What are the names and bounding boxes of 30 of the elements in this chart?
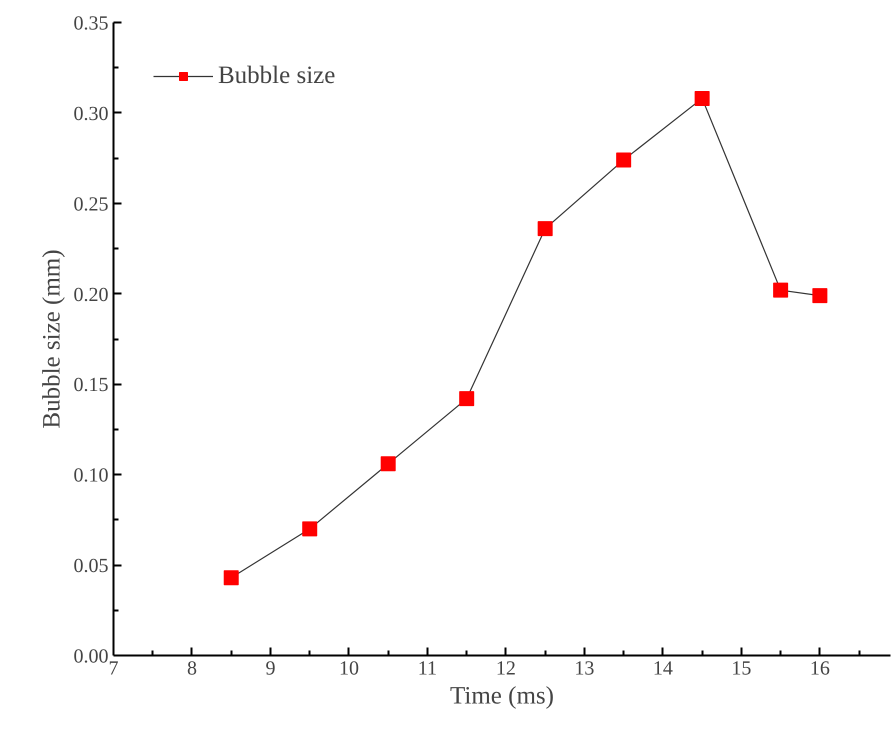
legend-label: Bubble size — [218, 62, 336, 90]
y-tick-label: 0.35 — [74, 12, 108, 34]
x-tick-label: 12 — [496, 658, 516, 680]
x-tick-label: 9 — [265, 658, 276, 680]
x-axis-title: Time (ms) — [450, 682, 554, 710]
x-tick-label: 16 — [810, 658, 830, 680]
x-tick-label: 8 — [186, 658, 197, 680]
point — [616, 152, 632, 168]
x-tick-label: 11 — [418, 658, 438, 680]
y-tick-label: 0.30 — [74, 102, 108, 125]
y-tick-label: 0.20 — [74, 284, 108, 306]
point — [694, 90, 710, 106]
y-tick-label: 0.15 — [74, 374, 108, 396]
x-tick-label: 15 — [731, 658, 752, 680]
point — [538, 221, 553, 236]
point — [812, 288, 828, 304]
y-tick-label: 0.00 — [74, 646, 108, 668]
point — [380, 456, 396, 472]
x-tick-label: 13 — [574, 658, 594, 680]
y-tick-label: 0.05 — [74, 555, 108, 578]
x-tick-label: 10 — [338, 658, 359, 680]
point — [302, 521, 318, 536]
y-tick-label: 0.25 — [74, 193, 108, 216]
y-tick-label: 0.10 — [74, 464, 108, 487]
y-axis-title: Bubble size (mm) — [38, 249, 66, 429]
point — [773, 282, 788, 298]
point — [224, 570, 239, 586]
x-tick-label: 14 — [652, 658, 673, 680]
x-tick-label: 7 — [108, 658, 118, 680]
point — [459, 391, 474, 406]
